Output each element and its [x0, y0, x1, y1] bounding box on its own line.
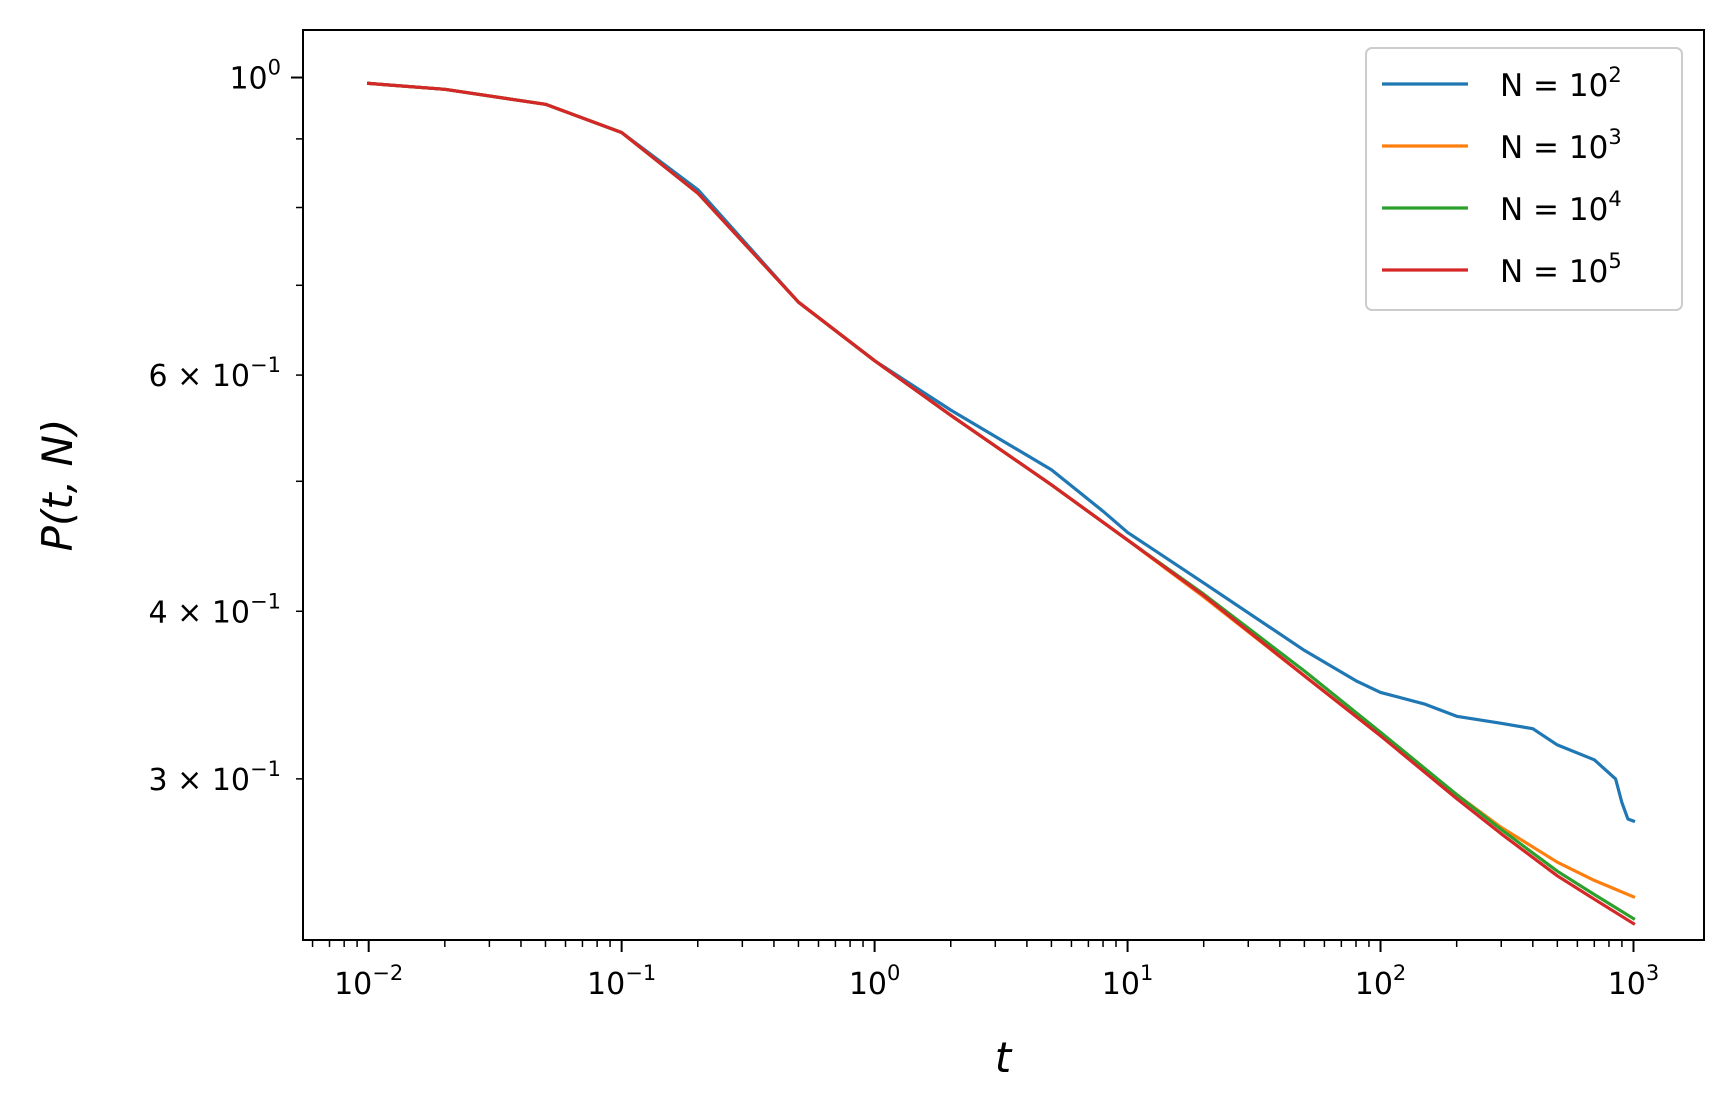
x-tick-label-base: 10	[1608, 967, 1646, 1002]
legend-label-exp: 4	[1608, 187, 1621, 211]
y-tick-label-base: 6 × 10	[149, 359, 250, 394]
x-tick-label: 10−1	[587, 961, 656, 1002]
y-tick-label: 6 × 10−1	[149, 353, 281, 394]
legend-label-base: N = 10	[1500, 130, 1608, 166]
legend-label: N = 102	[1500, 63, 1622, 104]
y-tick-label-exp: −1	[250, 589, 281, 613]
x-tick-label-exp: −1	[625, 961, 656, 985]
x-axis-label: t	[995, 1033, 1013, 1082]
legend-label: N = 104	[1500, 187, 1622, 228]
y-tick-label-exp: −1	[250, 353, 281, 377]
legend-label-base: N = 10	[1500, 254, 1608, 290]
legend-label: N = 105	[1500, 249, 1622, 290]
legend-label-base: N = 10	[1500, 68, 1608, 104]
y-tick-label-base: 3 × 10	[149, 763, 250, 798]
series-layer	[366, 81, 1636, 926]
x-tick-label: 10−2	[334, 961, 403, 1002]
legend-label-exp: 5	[1608, 249, 1621, 273]
y-tick-label-base: 10	[229, 62, 267, 97]
legend-box	[1365, 47, 1683, 311]
y-tick-label-base: 4 × 10	[149, 595, 250, 630]
x-tick-label-exp: 1	[1140, 961, 1153, 985]
y-axis-label: P(t, N)	[33, 419, 82, 552]
x-tick-label-base: 10	[587, 967, 625, 1002]
x-tick-label: 100	[849, 961, 901, 1002]
y-tick-label: 3 × 10−1	[149, 757, 281, 798]
x-tick-label: 101	[1102, 961, 1154, 1002]
y-tick-label-exp: 0	[268, 56, 281, 80]
x-tick-label-exp: 3	[1646, 961, 1659, 985]
x-tick-label-base: 10	[1102, 967, 1140, 1002]
x-tick-label-exp: 0	[887, 961, 900, 985]
x-tick-label-exp: −2	[372, 961, 403, 985]
plot-frame	[302, 29, 1705, 941]
y-tick-label: 4 × 10−1	[149, 589, 281, 630]
x-tick-label-base: 10	[849, 967, 887, 1002]
legend-label-exp: 2	[1608, 63, 1621, 87]
x-tick-label-base: 10	[1355, 967, 1393, 1002]
x-tick-label-exp: 2	[1393, 961, 1406, 985]
x-tick-label-base: 10	[334, 967, 372, 1002]
legend-label-exp: 3	[1608, 125, 1621, 149]
legend-label: N = 103	[1500, 125, 1622, 166]
legend-label-base: N = 10	[1500, 192, 1608, 228]
y-tick-label-exp: −1	[250, 757, 281, 781]
x-tick-label: 103	[1608, 961, 1660, 1002]
y-tick-label: 100	[229, 56, 281, 97]
series-line-5	[366, 81, 1636, 926]
series-line-2	[366, 81, 1636, 824]
x-tick-label: 102	[1355, 961, 1407, 1002]
